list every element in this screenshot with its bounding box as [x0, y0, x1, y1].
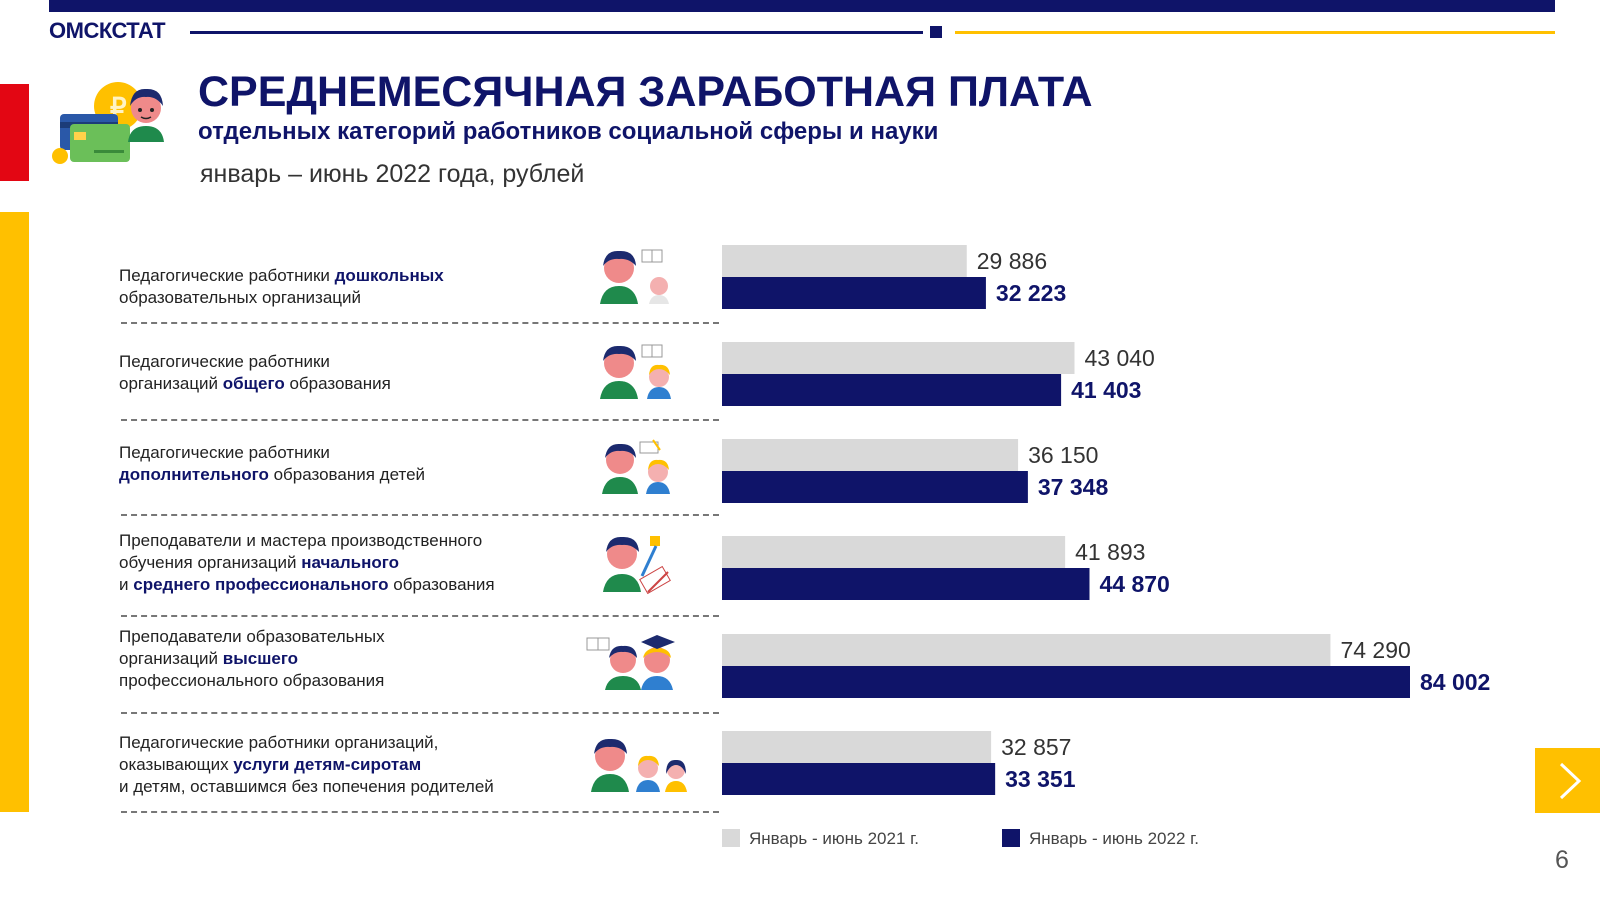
value-label-2022-row-3: 37 348: [1038, 474, 1109, 500]
instructor-with-tools-icon: [603, 536, 671, 595]
bar-2022-row-2: [722, 374, 1062, 406]
value-label-2021-row-4: 41 893: [1075, 539, 1145, 565]
header-line-yellow: [955, 31, 1555, 34]
header-line-navy: [190, 31, 923, 34]
caregiver-with-children-icon: [591, 738, 687, 792]
category-label-vocational: Преподаватели и мастера производственног…: [119, 531, 495, 594]
row-separator: [121, 811, 719, 813]
legend-label-2022: Январь - июнь 2022 г.: [1029, 829, 1199, 848]
row-separator: [121, 419, 719, 421]
next-slide-button[interactable]: [1535, 748, 1600, 813]
teacher-with-pupil-icon: [600, 344, 671, 399]
top-bar: [49, 0, 1555, 12]
value-label-2021-row-2: 43 040: [1085, 345, 1155, 371]
value-label-2021-row-1: 29 886: [977, 248, 1047, 274]
category-label-preschool: Педагогические работники дошкольных обра…: [119, 266, 444, 307]
side-accent-yellow: [0, 212, 29, 812]
teacher-with-child-icon: [602, 439, 670, 494]
bar-2021-row-4: [722, 536, 1066, 568]
bar-2021-row-6: [722, 731, 992, 763]
value-label-2022-row-6: 33 351: [1005, 766, 1076, 792]
row-separator: [121, 615, 719, 617]
category-label-orphans: Педагогические работники организаций, ок…: [119, 733, 494, 796]
value-label-2022-row-1: 32 223: [996, 280, 1066, 306]
row-separator: [121, 514, 719, 516]
value-label-2021-row-6: 32 857: [1001, 734, 1071, 760]
period-label: январь – июнь 2022 года, рублей: [200, 160, 585, 188]
legend-swatch-2021: [722, 829, 740, 847]
legend-swatch-2022: [1002, 829, 1020, 847]
bar-2021-row-5: [722, 634, 1331, 666]
value-label-2021-row-5: 74 290: [1340, 637, 1410, 663]
side-accent-red: [0, 84, 29, 181]
teacher-with-baby-icon: [600, 249, 669, 304]
chevron-right-icon: [1559, 762, 1582, 800]
page-number: 6: [1555, 846, 1569, 874]
bar-2022-row-1: [722, 277, 986, 309]
bar-2022-row-4: [722, 568, 1090, 600]
value-label-2022-row-5: 84 002: [1420, 669, 1490, 695]
legend-label-2021: Январь - июнь 2021 г.: [749, 829, 919, 848]
professor-with-student-icon: [586, 635, 675, 690]
header-square-marker: [930, 26, 942, 38]
bar-2021-row-2: [722, 342, 1075, 374]
bar-2022-row-6: [722, 763, 996, 795]
row-separator: [121, 712, 719, 714]
brand-logo-text: ОМСКСТАТ: [49, 18, 166, 43]
value-label-2021-row-3: 36 150: [1028, 442, 1098, 468]
row-separator: [121, 322, 719, 324]
page-subtitle: отдельных категорий работников социально…: [198, 118, 939, 145]
value-label-2022-row-2: 41 403: [1071, 377, 1141, 403]
bar-2021-row-3: [722, 439, 1019, 471]
category-label-higher: Преподаватели образовательных организаци…: [119, 627, 385, 690]
bar-2021-row-1: [722, 245, 967, 277]
salary-cards-icon: ₽: [52, 82, 164, 164]
page-title: СРЕДНЕМЕСЯЧНАЯ ЗАРАБОТНАЯ ПЛАТА: [198, 68, 1093, 116]
category-label-general: Педагогические работники организаций общ…: [119, 352, 391, 393]
bar-2022-row-5: [722, 666, 1410, 698]
bar-2022-row-3: [722, 471, 1028, 503]
category-label-additional: Педагогические работники дополнительного…: [119, 443, 426, 484]
value-label-2022-row-4: 44 870: [1099, 571, 1169, 597]
